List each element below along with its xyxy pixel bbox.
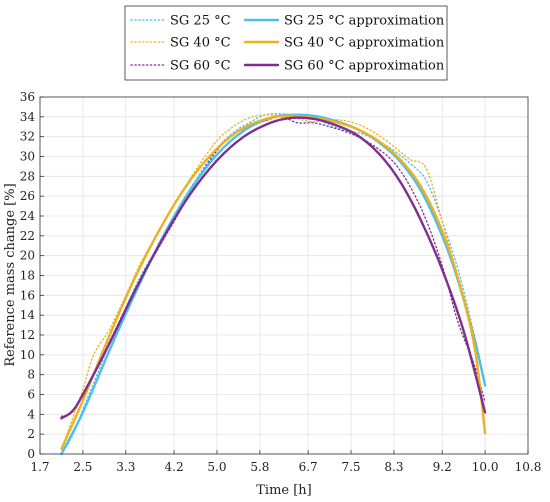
x-tick-label: 1.7	[30, 460, 49, 474]
y-tick-label: 26	[20, 189, 35, 203]
x-tick-label: 2.5	[73, 460, 92, 474]
y-tick-label: 28	[20, 169, 35, 183]
x-tick-label: 8.3	[384, 460, 403, 474]
x-tick-label: 9.2	[433, 460, 452, 474]
legend-item: SG 25 °C	[130, 14, 231, 29]
x-tick-label: 6.7	[299, 460, 318, 474]
x-tick-label: 7.5	[341, 460, 360, 474]
y-tick-label: 20	[20, 249, 35, 263]
y-tick-label: 2	[27, 427, 35, 441]
y-tick-label: 12	[20, 328, 35, 342]
y-tick-label: 24	[20, 209, 36, 223]
legend-item: SG 40 °C approximation	[243, 36, 445, 51]
y-tick-label: 14	[20, 308, 36, 322]
y-tick-label: 6	[27, 388, 35, 402]
ticks: 1.7 2.5 3.3 4.2 5.0 5.8 6.7 7.5 8.3 9.2 10.0 10.8 0 2…	[20, 90, 542, 474]
legend-item: SG 60 °C approximation	[243, 59, 445, 74]
x-tick-label: 5.0	[207, 460, 226, 474]
legend-label: SG 60 °C approximation	[284, 59, 445, 74]
x-tick-label: 10.0	[472, 460, 499, 474]
y-axis-label: Reference mass change [%]	[3, 183, 18, 366]
y-tick-label: 0	[27, 447, 35, 461]
x-tick-label: 3.3	[116, 460, 135, 474]
legend-label: SG 25 °C	[170, 14, 231, 29]
legend-item: SG 60 °C	[130, 59, 231, 74]
y-tick-label: 16	[20, 288, 35, 302]
legend-box	[124, 5, 448, 81]
x-axis-label: Time [h]	[256, 483, 312, 498]
y-tick-label: 18	[20, 269, 35, 283]
legend-label: SG 25 °C approximation	[284, 14, 445, 29]
x-tick-label: 10.8	[515, 460, 542, 474]
y-tick-label: 10	[20, 348, 35, 362]
y-tick-label: 32	[20, 130, 35, 144]
legend-item: SG 25 °C approximation	[243, 14, 445, 29]
y-tick-label: 8	[27, 368, 35, 382]
x-tick-label: 5.8	[250, 460, 269, 474]
series-line-sg-25-c-approximation	[60, 113, 487, 456]
y-tick-label: 30	[20, 150, 35, 164]
y-tick-label: 36	[20, 90, 35, 104]
series-layer	[60, 113, 487, 456]
y-tick-label: 34	[20, 110, 36, 124]
legend-label: SG 40 °C	[170, 36, 231, 51]
x-tick-label: 4.2	[165, 460, 184, 474]
y-tick-label: 4	[27, 407, 35, 421]
series-line-sg-60-c-approximation	[60, 116, 487, 420]
legend: SG 25 °C SG 25 °C approximation SG 40 °C SG…	[124, 5, 448, 81]
y-tick-label: 22	[20, 229, 35, 243]
legend-label: SG 40 °C approximation	[284, 36, 445, 51]
legend-label: SG 60 °C	[170, 59, 231, 74]
legend-item: SG 40 °C	[130, 36, 231, 51]
